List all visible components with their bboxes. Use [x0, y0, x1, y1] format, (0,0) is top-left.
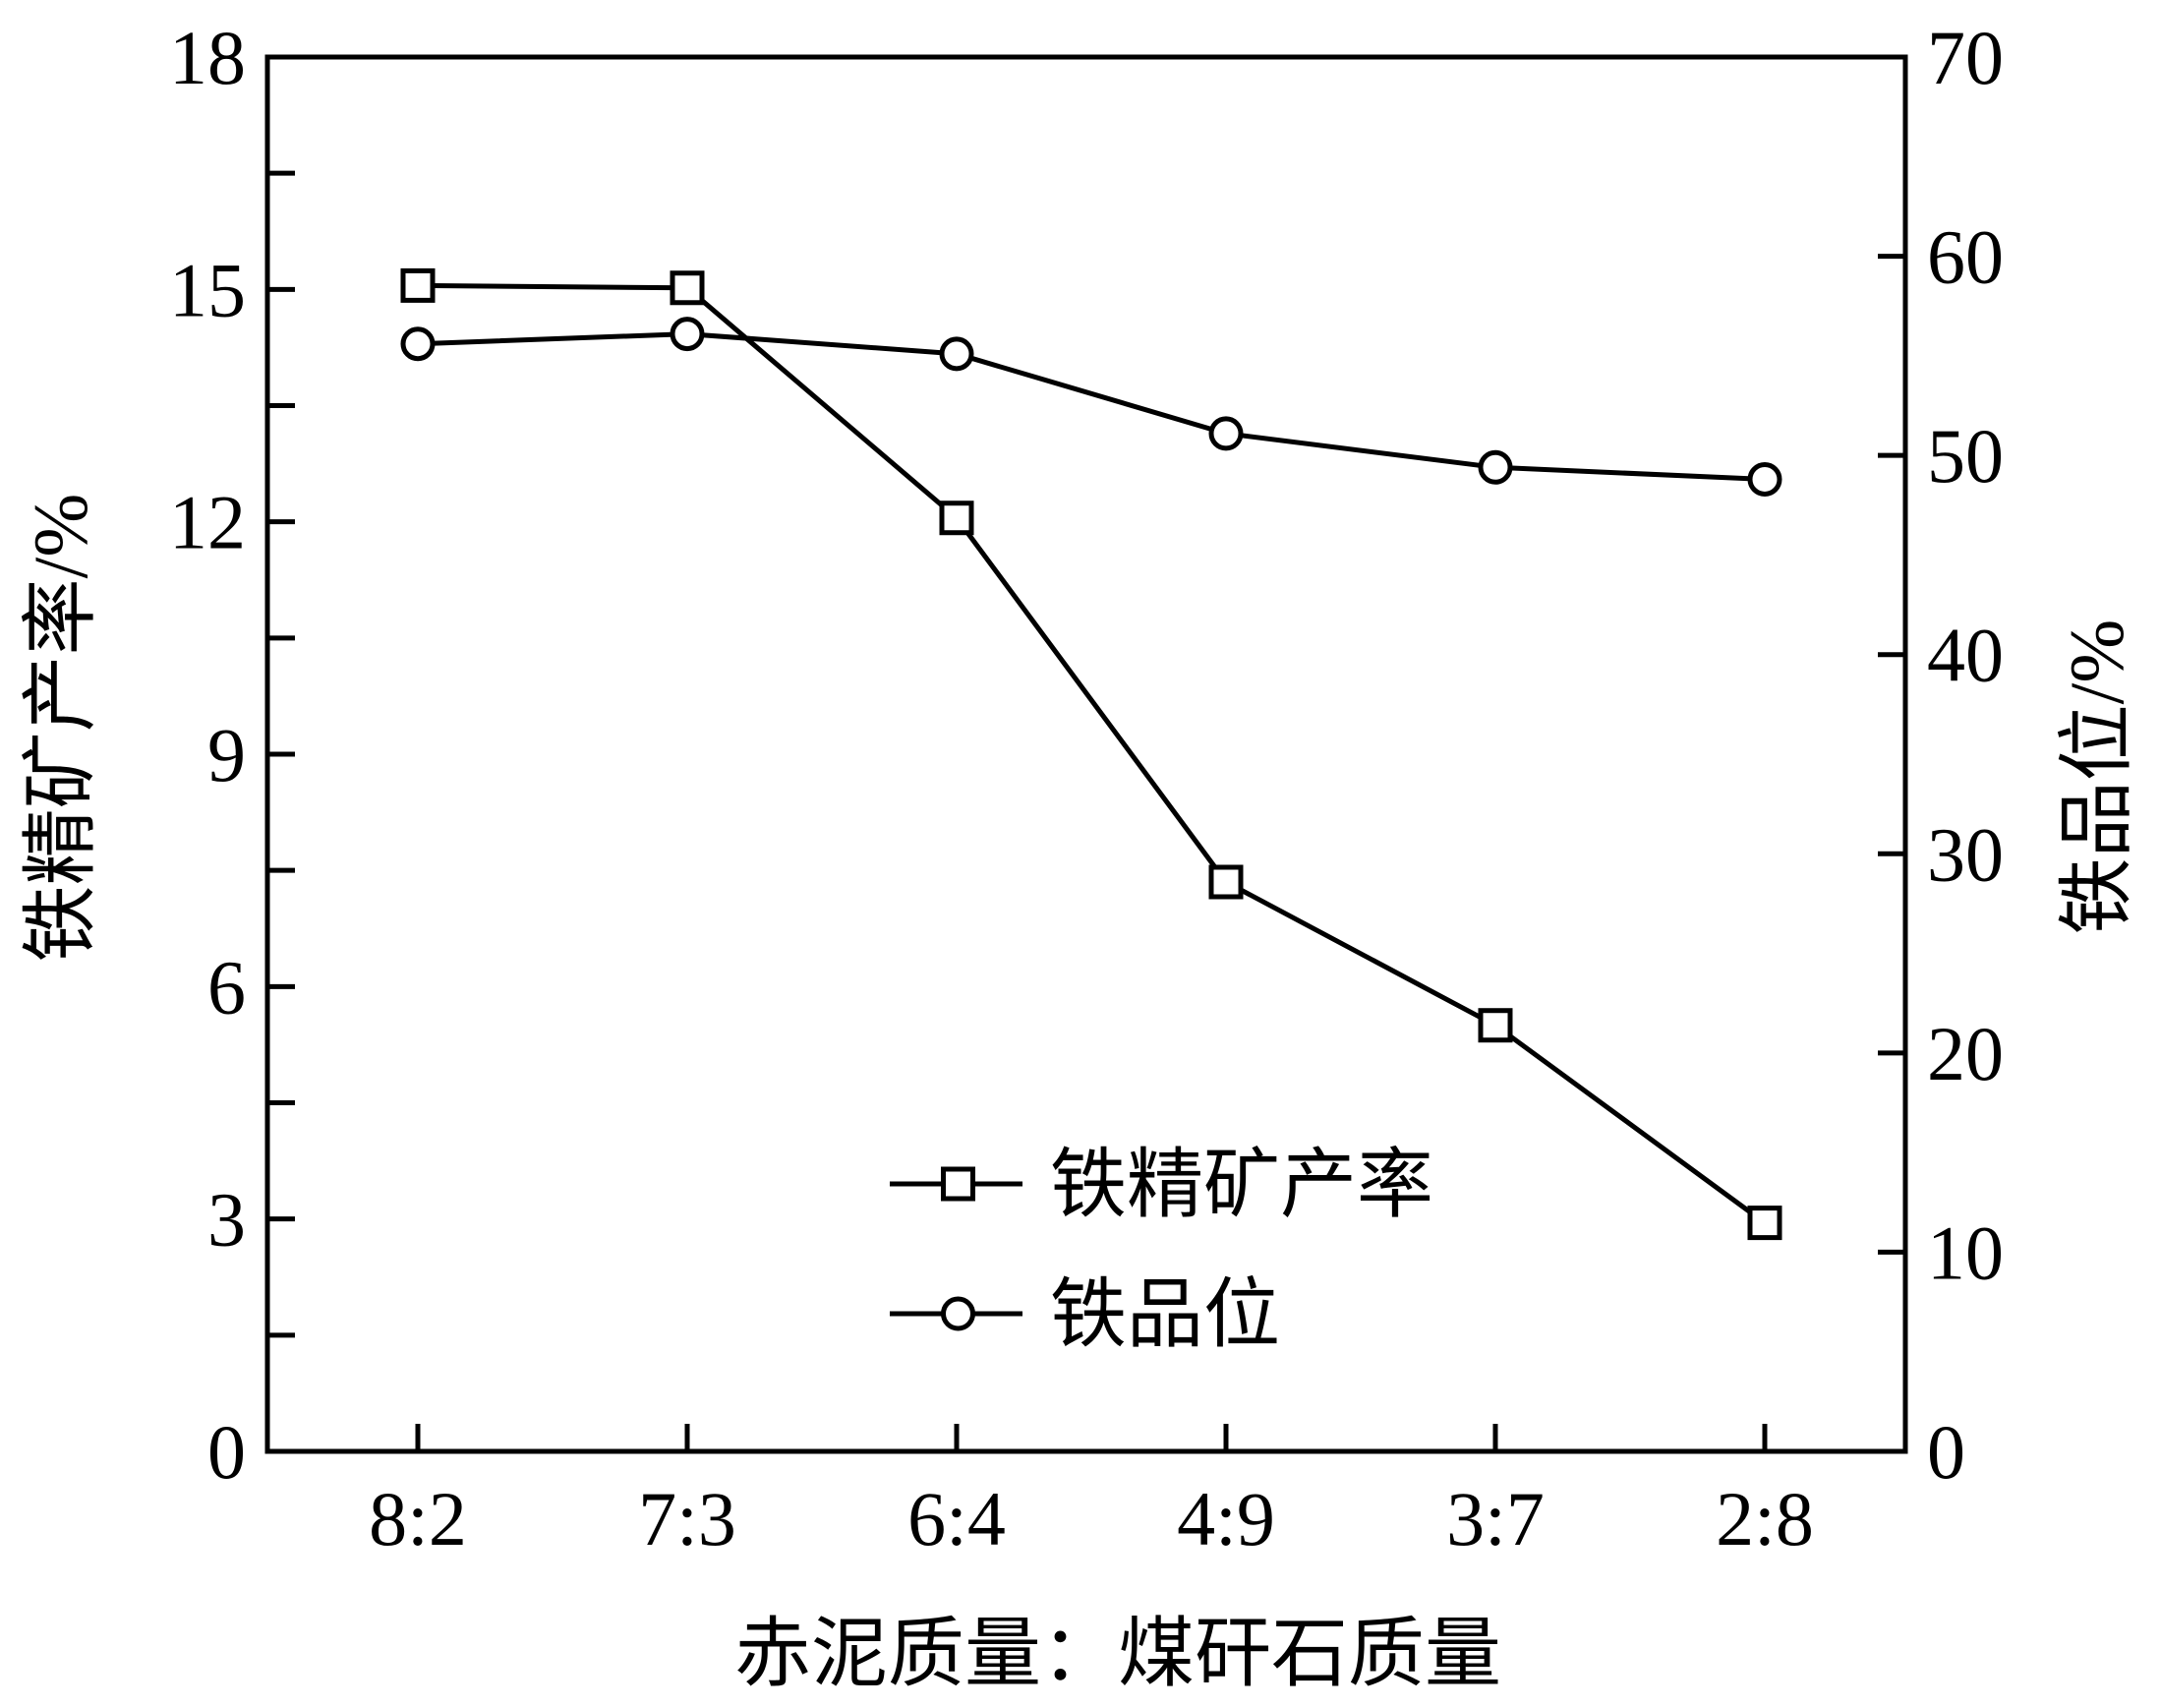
x-tick-label: 4:9	[1177, 1476, 1275, 1561]
series-line	[417, 282, 1767, 1225]
right-tick-label: 40	[1927, 613, 2004, 698]
x-tick-label: 3:7	[1446, 1476, 1545, 1561]
left-tick-label: 12	[169, 480, 246, 565]
data-point	[1478, 1008, 1513, 1043]
data-point	[1208, 416, 1244, 451]
right-tick-label: 10	[1927, 1209, 2004, 1295]
left-tick-label: 6	[207, 944, 246, 1030]
x-tick-label: 7:3	[638, 1476, 736, 1561]
right-axis-ticks: 0 10 20 30 40 50 60 70	[1878, 15, 2004, 1495]
data-point	[939, 501, 974, 536]
left-tick-label: 18	[169, 15, 246, 100]
axes	[264, 54, 1908, 1454]
left-axis-ticks: 0 3 6 9 12 15 18	[169, 15, 295, 1495]
left-tick-label: 3	[207, 1177, 246, 1263]
left-tick-label: 9	[207, 712, 246, 797]
legend-label: 铁品位	[1050, 1271, 1280, 1357]
right-y-axis-title: 铁品位/%	[2054, 619, 2139, 935]
series-2	[400, 317, 1782, 497]
legend-marker	[941, 1296, 975, 1331]
right-tick-label: 70	[1927, 15, 2004, 100]
right-tick-label: 50	[1927, 413, 2004, 499]
x-tick-label: 8:2	[369, 1476, 467, 1561]
data-point	[400, 326, 436, 362]
left-tick-label: 15	[169, 247, 246, 332]
legend-item: 铁品位	[890, 1271, 1280, 1357]
series-1	[400, 267, 1782, 1241]
right-tick-label: 30	[1927, 811, 2004, 897]
data-point	[1747, 1206, 1782, 1241]
x-tick-label: 2:8	[1716, 1476, 1814, 1561]
series-line	[417, 331, 1766, 482]
left-tick-label: 0	[207, 1409, 246, 1495]
data-point	[939, 336, 974, 372]
data-point	[670, 270, 705, 306]
data-point	[1478, 449, 1513, 485]
x-axis-title: 赤泥质量：煤矸石质量	[734, 1611, 1501, 1696]
right-tick-label: 60	[1927, 214, 2004, 300]
legend-item: 铁精矿产率	[890, 1142, 1433, 1227]
series-layer	[400, 267, 1782, 1241]
legend-marker	[941, 1166, 975, 1202]
data-point	[400, 267, 436, 303]
data-point	[1747, 461, 1782, 497]
right-tick-label: 0	[1927, 1409, 1965, 1495]
data-point	[670, 317, 705, 352]
plot-frame	[264, 54, 1908, 1454]
data-point	[1208, 864, 1244, 900]
left-y-axis-title: 铁精矿产率/%	[18, 494, 103, 963]
legend-label: 铁精矿产率	[1050, 1142, 1433, 1227]
x-axis-ticks: 8:2 7:3 6:4 4:9 3:7 2:8	[369, 1424, 1814, 1561]
right-tick-label: 20	[1927, 1011, 2004, 1096]
x-tick-label: 6:4	[907, 1476, 1006, 1561]
